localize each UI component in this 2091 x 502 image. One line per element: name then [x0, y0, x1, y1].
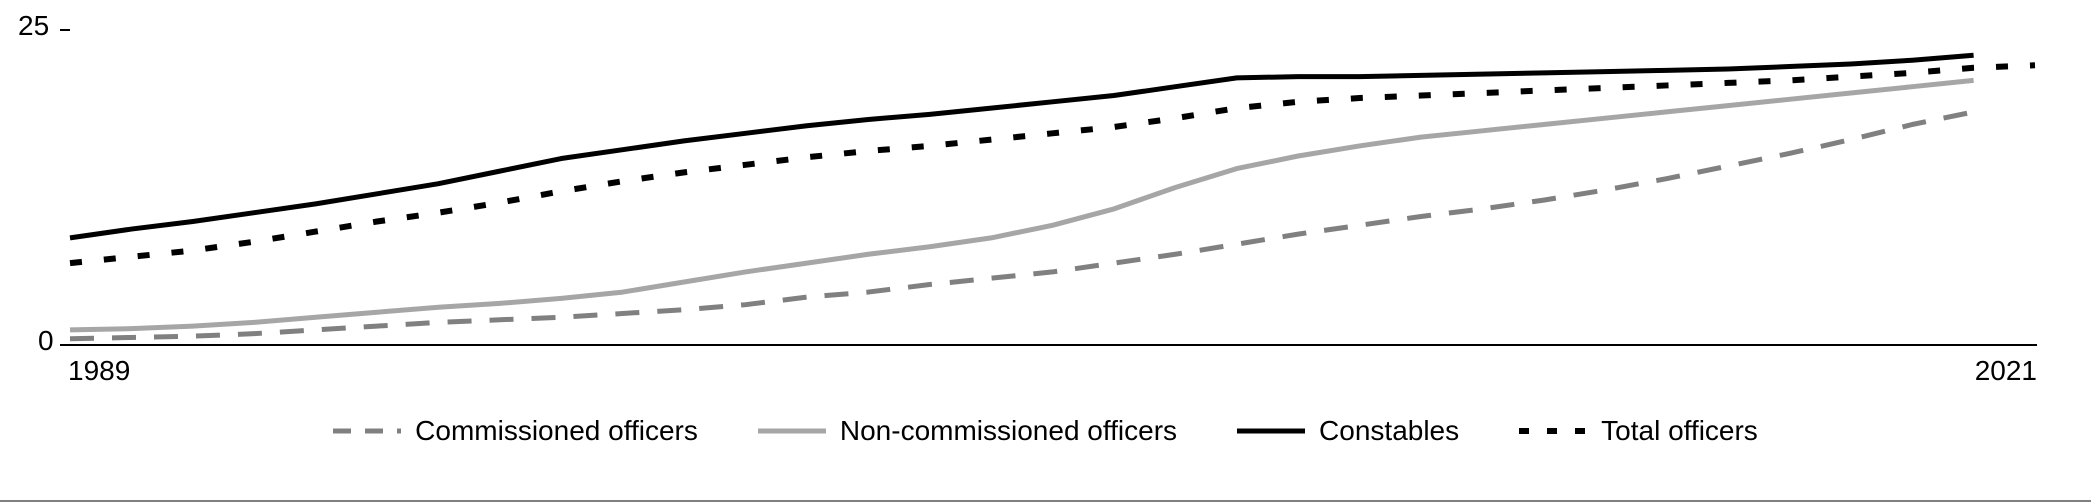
- legend-swatch-total: [1519, 419, 1587, 443]
- y-tick-label-0: 0: [38, 325, 54, 357]
- legend-swatch-constables: [1237, 419, 1305, 443]
- legend-item-noncommissioned: Non-commissioned officers: [758, 415, 1177, 447]
- x-tick-label-end: 2021: [1975, 355, 2037, 387]
- legend-label-total: Total officers: [1601, 415, 1758, 447]
- legend-item-total: Total officers: [1519, 415, 1758, 447]
- legend-swatch-noncommissioned: [758, 419, 826, 443]
- officers-line-chart: 25 0 1989 2021 Commissioned officers Non…: [0, 0, 2091, 502]
- chart-legend: Commissioned officers Non-commissioned o…: [0, 415, 2091, 447]
- y-tick-label-25: 25: [18, 10, 49, 42]
- legend-label-constables: Constables: [1319, 415, 1459, 447]
- legend-label-commissioned: Commissioned officers: [415, 415, 698, 447]
- legend-swatch-commissioned: [333, 419, 401, 443]
- legend-item-commissioned: Commissioned officers: [333, 415, 698, 447]
- legend-label-noncommissioned: Non-commissioned officers: [840, 415, 1177, 447]
- legend-item-constables: Constables: [1237, 415, 1459, 447]
- x-tick-label-start: 1989: [68, 355, 130, 387]
